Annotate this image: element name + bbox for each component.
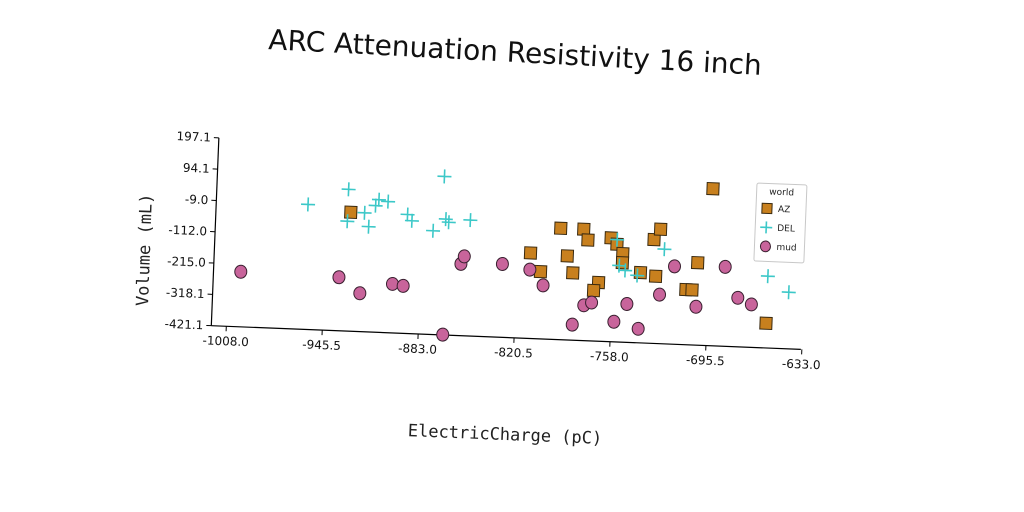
data-point-mud [353,286,367,301]
data-point-mud [565,317,579,332]
data-point-az [586,283,601,298]
data-point-mud [523,262,537,277]
data-point-mud [436,327,450,342]
x-tick-label: -820.5 [494,345,533,361]
x-tick-label: -695.5 [686,353,725,369]
y-ticks: 197.1 94.1 -9.0 -112.0 -215.0 -318.1 -421.1 [164,129,219,333]
y-tick-label: -421.1 [164,317,203,333]
series-az [344,181,773,331]
data-point-mud [744,297,758,312]
y-axis-label: Volume (mL) [133,193,157,306]
data-point-mud [234,264,248,279]
data-point-del [301,197,316,212]
x-tick-label: -1008.0 [202,333,249,349]
data-point-az [653,222,668,237]
data-point-del [426,223,441,238]
data-point-mud [536,278,550,293]
data-point-az [553,221,568,236]
y-tick-label: -318.1 [166,286,205,302]
data-point-del [368,198,383,213]
data-point-del [463,213,478,228]
data-point-mud [653,287,667,302]
legend-marker-del [760,221,773,234]
data-point-mud [668,259,682,274]
data-point-del [438,212,453,227]
data-point-mud [631,321,645,336]
data-point-mud [396,278,410,293]
data-point-mud [620,297,634,311]
x-tick-label: -883.0 [398,341,437,357]
legend-label-del: DEL [777,224,795,235]
chart-title: ARC Attenuation Resistivity 16 inch [268,23,763,82]
data-point-mud [731,290,745,305]
legend-label-mud: mud [776,243,797,254]
series-del [301,169,796,300]
data-point-az [690,255,705,270]
data-point-del [357,205,372,220]
data-point-az [560,249,575,263]
legend-title: world [769,188,794,199]
data-point-del [404,213,419,228]
data-point-az [648,269,663,283]
data-point-del [657,242,672,257]
series-mud [234,249,758,342]
data-point-mud [607,314,621,329]
data-point-az [633,265,648,280]
y-tick-label: -9.0 [185,192,209,207]
data-point-az [706,181,720,196]
data-point-az [566,266,580,280]
x-axis-label: ElectricCharge (pC) [407,421,602,449]
data-point-az [533,264,548,279]
data-point-mud [689,299,703,314]
x-tick-label: -633.0 [782,357,821,373]
data-point-del [371,192,386,207]
data-point-az [581,233,595,247]
data-point-del [340,214,355,229]
legend: world AZ DEL mud [753,182,808,264]
x-tick-label: -945.5 [302,337,341,353]
legend-items: AZ DEL mud [759,202,797,254]
data-point-az [615,255,630,270]
x-tick-label: -758.0 [590,349,629,365]
plot-area: -1008.0 -945.5 -883.0 -820.5 -758.0 -695.5 -63… [164,129,821,373]
data-point-del [441,215,456,230]
data-marks [234,169,796,342]
data-point-del [437,169,452,184]
y-tick-label: -112.0 [168,223,207,239]
data-point-mud [495,257,509,271]
y-tick-label: 197.1 [176,129,211,144]
legend-marker-mud [759,240,771,253]
legend-label-az: AZ [778,205,791,215]
data-point-az [344,205,358,220]
data-point-mud [332,270,346,285]
data-point-mud [385,276,399,291]
data-point-del [760,269,775,284]
data-point-mud [585,295,599,310]
data-point-az [685,283,699,297]
data-point-del [630,268,645,283]
x-ticks: -1008.0 -945.5 -883.0 -820.5 -758.0 -695.5 -63… [202,326,821,373]
data-point-mud [457,249,471,264]
data-point-del [341,182,356,197]
legend-marker-az [761,202,773,215]
data-point-del [610,232,625,247]
data-point-del [361,219,376,234]
data-point-az [759,316,773,331]
y-tick-label: 94.1 [183,161,210,176]
data-point-del [781,285,796,300]
data-point-mud [718,259,732,274]
x-axis-line [211,325,801,350]
data-point-az [523,246,538,260]
data-point-del [381,194,396,209]
data-point-del [618,263,633,278]
y-tick-label: -215.0 [167,254,206,270]
